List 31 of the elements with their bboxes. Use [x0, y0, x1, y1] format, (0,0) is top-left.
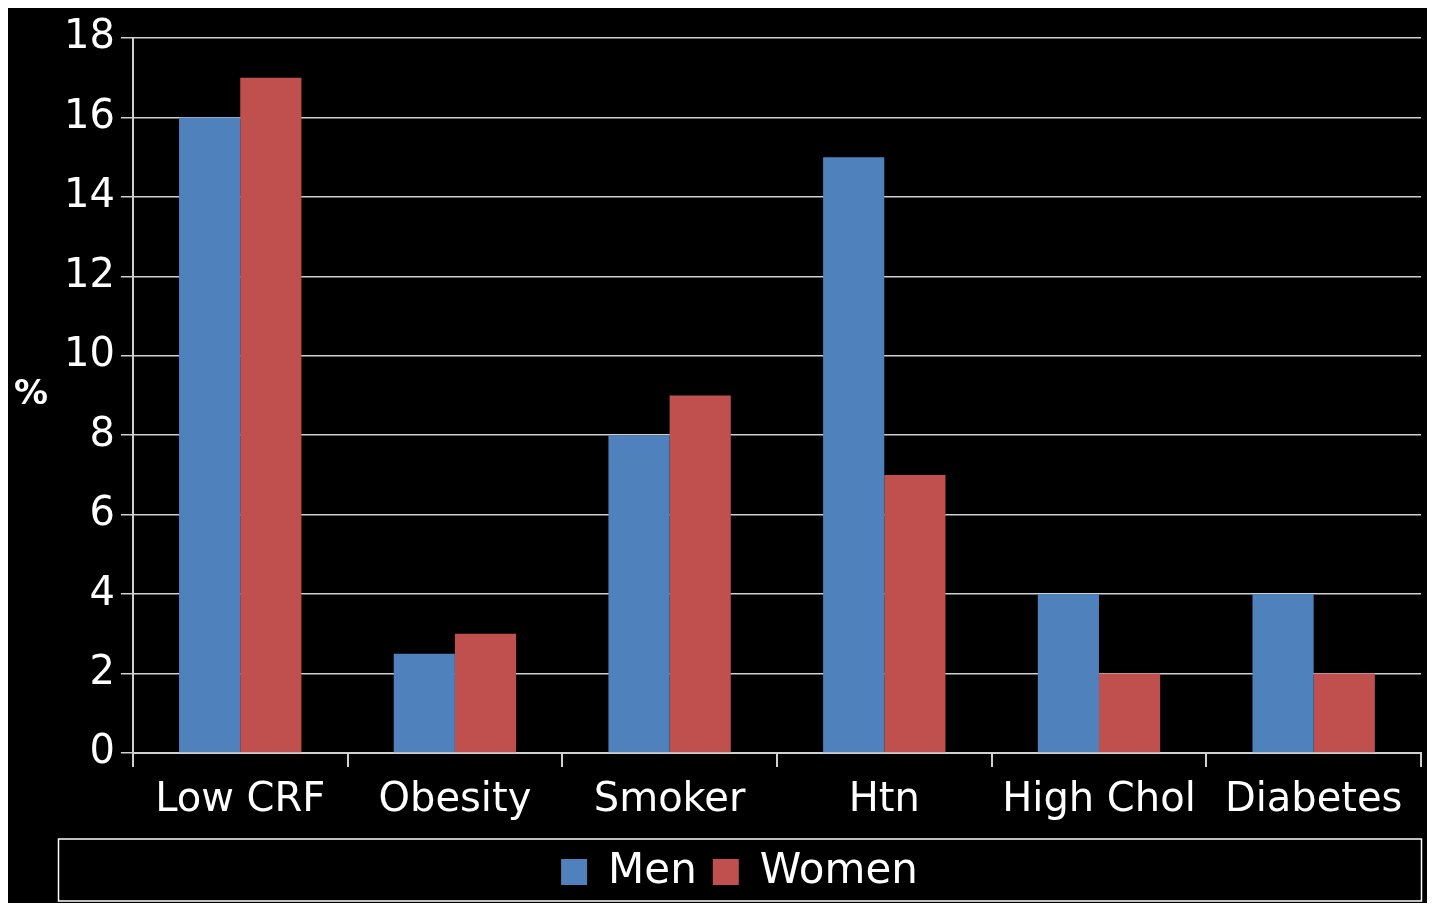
x-tick-label: Smoker [593, 774, 746, 821]
bar [669, 395, 731, 753]
bar [1313, 673, 1375, 753]
y-tick-label: 16 [63, 90, 115, 137]
legend-label: Women [759, 843, 918, 893]
bar [1037, 594, 1099, 753]
bar [240, 77, 302, 753]
bar [179, 117, 241, 753]
y-axis-title: % [14, 372, 49, 413]
x-tick-label: High Chol [1002, 774, 1196, 821]
x-tick-label: Htn [848, 774, 920, 821]
y-tick-label: 12 [63, 249, 115, 296]
x-tick-label: Low CRF [155, 774, 326, 821]
y-tick-label: 6 [89, 488, 115, 535]
y-tick-label: 14 [63, 170, 115, 217]
x-tick-label: Diabetes [1224, 774, 1403, 821]
y-tick-label: 2 [89, 646, 115, 693]
x-tick-label: Obesity [378, 774, 532, 821]
legend-label: Men [608, 843, 697, 893]
y-tick-label: 8 [89, 408, 115, 455]
bar [1098, 673, 1161, 753]
y-tick-label: 18 [63, 11, 115, 58]
bar [608, 435, 670, 753]
bar [393, 653, 455, 753]
bar [823, 157, 885, 753]
bar [884, 474, 946, 753]
bar [454, 633, 517, 753]
y-tick-label: 10 [63, 329, 115, 376]
y-tick-label: 0 [89, 726, 115, 773]
y-tick-label: 4 [89, 567, 115, 614]
bar [1252, 594, 1314, 753]
